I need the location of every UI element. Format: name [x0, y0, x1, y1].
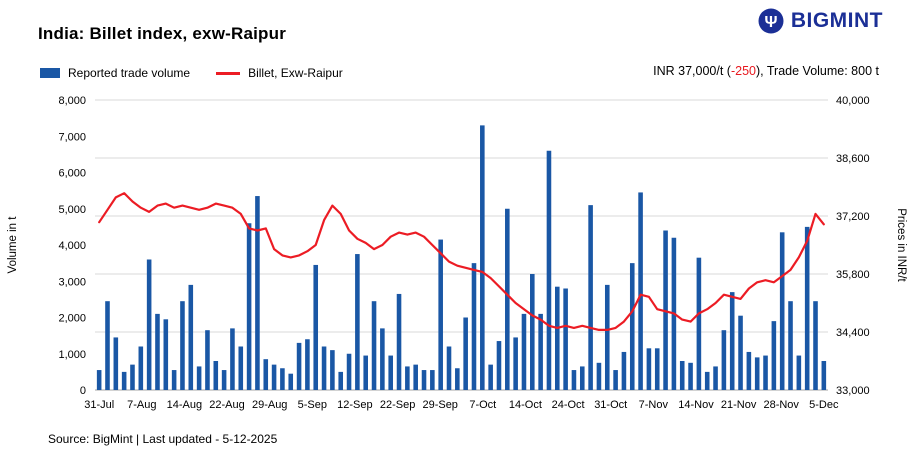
svg-text:4,000: 4,000	[58, 240, 86, 252]
svg-text:34,400: 34,400	[836, 327, 870, 339]
bigmint-logo-icon: Ψ	[758, 8, 784, 34]
source-note: Source: BigMint | Last updated - 5-12-20…	[48, 432, 278, 446]
svg-text:31-Jul: 31-Jul	[84, 399, 114, 411]
stat-change: -250	[730, 64, 756, 78]
page-title: India: Billet index, exw-Raipur	[38, 24, 287, 43]
svg-text:29-Aug: 29-Aug	[252, 399, 287, 411]
chart-canvas: 0 1,000 2,000 3,000 4,000 5,000 6,000 7,000 8,00…	[7, 95, 907, 411]
svg-text:7-Nov: 7-Nov	[639, 399, 669, 411]
svg-text:14-Oct: 14-Oct	[509, 399, 542, 411]
bar-swatch-icon	[40, 68, 60, 78]
svg-text:7-Aug: 7-Aug	[127, 399, 156, 411]
axis-tick-labels: 0 1,000 2,000 3,000 4,000 5,000 6,000 7,000 8,00…	[58, 95, 869, 411]
svg-text:28-Nov: 28-Nov	[763, 399, 799, 411]
svg-text:14-Nov: 14-Nov	[678, 399, 714, 411]
svg-text:5-Dec: 5-Dec	[809, 399, 839, 411]
svg-text:7-Oct: 7-Oct	[469, 399, 496, 411]
bigmint-wordmark: BIGMINT	[790, 9, 883, 32]
svg-text:14-Aug: 14-Aug	[167, 399, 202, 411]
price-line	[98, 192, 825, 331]
stat-volume-text: ), Trade Volume: 800 t	[756, 64, 879, 78]
svg-text:8,000: 8,000	[58, 95, 86, 107]
svg-text:21-Nov: 21-Nov	[721, 399, 757, 411]
svg-text:5,000: 5,000	[58, 204, 86, 216]
svg-text:12-Sep: 12-Sep	[337, 399, 372, 411]
svg-text:6,000: 6,000	[58, 168, 86, 180]
svg-text:3,000: 3,000	[58, 276, 86, 288]
gridlines	[95, 99, 828, 391]
legend-price-label: Billet, Exw-Raipur	[248, 66, 343, 80]
svg-text:29-Sep: 29-Sep	[422, 399, 457, 411]
line-swatch-icon	[216, 71, 241, 75]
stat-price-text: INR 37,000/t (	[653, 64, 731, 78]
right-axis-title: Prices in INR/t	[895, 208, 907, 282]
svg-text:24-Oct: 24-Oct	[552, 399, 585, 411]
svg-text:35,800: 35,800	[836, 269, 870, 281]
svg-text:7,000: 7,000	[58, 131, 86, 143]
svg-text:22-Sep: 22-Sep	[380, 399, 415, 411]
legend-volume-label: Reported trade volume	[68, 66, 191, 80]
svg-text:40,000: 40,000	[836, 95, 870, 107]
svg-text:1,000: 1,000	[58, 349, 86, 361]
left-axis-title: Volume in t	[7, 216, 19, 274]
svg-text:5-Sep: 5-Sep	[298, 399, 327, 411]
price-stat: INR 37,000/t (-250), Trade Volume: 800 t	[653, 64, 879, 78]
svg-text:22-Aug: 22-Aug	[209, 399, 244, 411]
svg-text:0: 0	[80, 385, 86, 397]
legend-item-price: Billet, Exw-Raipur	[216, 66, 343, 80]
svg-text:37,200: 37,200	[836, 211, 870, 223]
legend-item-volume: Reported trade volume	[40, 66, 190, 80]
svg-text:2,000: 2,000	[58, 313, 86, 325]
svg-text:31-Oct: 31-Oct	[594, 399, 627, 411]
legend: Reported trade volume Billet, Exw-Raipur	[40, 66, 343, 80]
svg-text:38,600: 38,600	[836, 153, 870, 165]
bigmint-logo: Ψ BIGMINT	[758, 8, 883, 34]
svg-text:33,000: 33,000	[836, 385, 870, 397]
volume-bars	[96, 125, 827, 391]
svg-text:Ψ: Ψ	[764, 14, 777, 31]
